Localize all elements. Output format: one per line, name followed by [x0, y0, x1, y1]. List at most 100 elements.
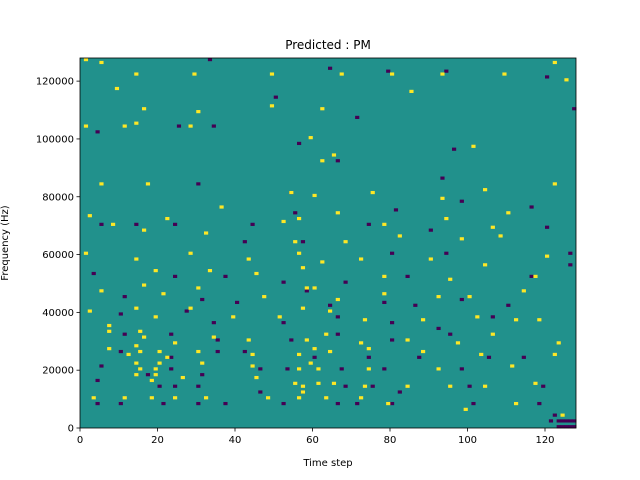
heatmap-cell-high — [471, 144, 476, 148]
heatmap-cell-high — [111, 222, 116, 226]
heatmap-cell-low — [339, 367, 344, 371]
chart-title: Predicted : PM — [285, 38, 371, 52]
heatmap-cell-high — [231, 315, 236, 319]
heatmap-cell-high — [308, 136, 313, 140]
heatmap-cell-high — [467, 295, 472, 299]
heatmap-cell-low — [382, 367, 387, 371]
heatmap-cell-high — [149, 396, 154, 400]
heatmap-cell-high — [304, 286, 309, 290]
heatmap-cell-low — [169, 367, 174, 371]
heatmap-cell-high — [421, 349, 426, 354]
heatmap-cell-high — [498, 234, 503, 238]
heatmap-cell-low — [91, 271, 96, 276]
heatmap-cell-high — [149, 378, 154, 383]
heatmap-cell-high — [405, 384, 410, 388]
heatmap-cell-high — [297, 367, 302, 371]
heatmap-cell-low — [343, 384, 348, 388]
heatmap-cell-high — [444, 216, 449, 221]
heatmap-cell-high — [552, 60, 557, 65]
heatmap-cell-low — [568, 419, 573, 423]
heatmap-cell-high — [157, 349, 162, 354]
heatmap-cell-low — [281, 321, 286, 325]
heatmap-cell-high — [153, 373, 158, 377]
heatmap-cell-high — [335, 211, 340, 215]
heatmap-cell-low — [448, 332, 453, 336]
heatmap-cell-high — [254, 271, 259, 276]
heatmap-cell-high — [165, 216, 170, 221]
heatmap-cell-low — [428, 228, 433, 232]
heatmap-cell-low — [134, 222, 139, 226]
heatmap-cell-high — [390, 72, 395, 76]
heatmap-cell-low — [293, 211, 298, 215]
heatmap-cell-high — [463, 407, 468, 411]
heatmap-cell-low — [312, 355, 317, 359]
heatmap-cell-low — [273, 95, 278, 99]
heatmap-cell-low — [390, 321, 395, 325]
heatmap-cell-high — [552, 352, 557, 357]
heatmap-cell-high — [483, 384, 488, 388]
x-tick-label: 0 — [77, 435, 83, 446]
heatmap-cell-low — [440, 176, 445, 180]
heatmap-cell-high — [138, 349, 143, 354]
heatmap-cell-low — [335, 401, 340, 406]
heatmap-cell-high — [331, 153, 337, 157]
heatmap-cell-low — [328, 66, 333, 70]
heatmap-cell-high — [266, 396, 271, 400]
heatmap-cell-high — [200, 361, 205, 365]
heatmap-cell-high — [204, 396, 209, 400]
heatmap-cell-high — [165, 355, 170, 359]
heatmap-cell-high — [312, 347, 317, 351]
heatmap-cell-high — [502, 72, 507, 76]
y-tick-label: 0 — [68, 424, 74, 435]
heatmap-cell-high — [250, 352, 255, 357]
heatmap-cell-high — [483, 263, 488, 267]
heatmap-cell-high — [157, 361, 162, 365]
heatmap-cell-high — [142, 228, 147, 232]
heatmap-cell-low — [355, 401, 360, 406]
heatmap-cell-low — [405, 274, 410, 278]
heatmap-cell-low — [173, 384, 178, 388]
heatmap-cell-high — [297, 396, 302, 400]
heatmap-cell-low — [118, 312, 123, 316]
heatmap-cell-low — [560, 425, 565, 429]
heatmap-cell-low — [122, 295, 127, 299]
heatmap-cell-high — [300, 390, 306, 394]
heatmap-cell-low — [335, 315, 340, 319]
heatmap-cell-high — [134, 373, 139, 377]
heatmap-cell-low — [285, 367, 290, 371]
heatmap-cell-high — [514, 401, 519, 406]
heatmap-cell-high — [328, 349, 333, 354]
heatmap-cell-low — [173, 222, 178, 226]
heatmap-cell-high — [552, 182, 557, 186]
heatmap-cell-low — [545, 75, 550, 79]
x-axis: 0 20 40 60 80 100 120 — [77, 428, 555, 446]
heatmap-cell-low — [242, 349, 247, 354]
heatmap-cell-low — [99, 222, 104, 226]
heatmap-cell-low — [196, 384, 201, 388]
heatmap-cell-high — [564, 78, 569, 82]
x-tick-label: 100 — [458, 435, 477, 446]
heatmap-cell-high — [362, 384, 368, 388]
heatmap-cell-low — [200, 297, 205, 302]
heatmap-cell-low — [281, 280, 286, 284]
heatmap-cell-high — [138, 329, 143, 333]
heatmap-cell-high — [134, 361, 139, 365]
heatmap-cell-low — [335, 332, 340, 336]
heatmap-cell-low — [169, 355, 174, 359]
heatmap-cell-high — [99, 60, 104, 65]
heatmap-cell-high — [153, 315, 158, 319]
heatmap-cell-high — [153, 269, 158, 273]
x-tick-label: 40 — [229, 435, 242, 446]
heatmap-cell-low — [444, 251, 449, 255]
heatmap-cell-high — [308, 361, 313, 365]
heatmap-cell-high — [324, 396, 329, 400]
heatmap-cell-low — [390, 401, 395, 406]
heatmap-cell-high — [455, 341, 461, 345]
heatmap-cell-low — [95, 401, 100, 406]
y-axis: 0 20000 40000 60000 80000 100000 120000 — [36, 77, 80, 435]
heatmap-cell-high — [362, 318, 368, 322]
y-tick-label: 100000 — [36, 134, 74, 145]
plot-frame — [79, 57, 577, 429]
y-tick-label: 40000 — [42, 308, 74, 319]
heatmap-background — [80, 58, 576, 428]
